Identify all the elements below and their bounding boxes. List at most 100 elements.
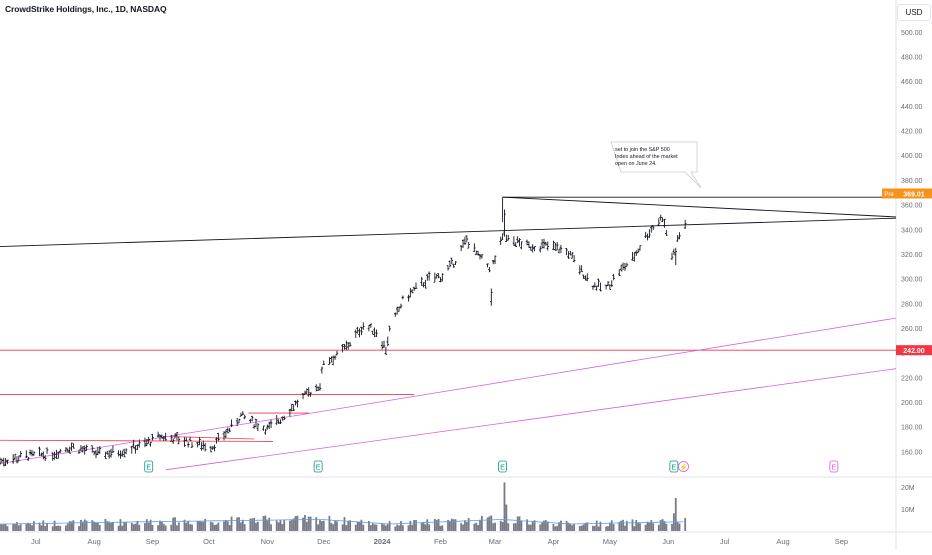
earnings-marker — [144, 460, 154, 473]
volume-bar — [400, 521, 402, 531]
volume-bar — [633, 526, 636, 531]
ohlc-bar — [124, 448, 128, 455]
ohlc-bar — [292, 404, 295, 411]
ohlc-bar — [414, 282, 418, 289]
ohlc-bar — [301, 393, 305, 400]
volume-bar — [302, 517, 304, 531]
volume-bar — [275, 520, 278, 531]
volume-bar — [262, 515, 265, 531]
price-badge-label: 369.01 — [903, 191, 925, 198]
ohlc-bar — [625, 262, 629, 267]
volume-bar — [473, 523, 476, 531]
volume-bar — [657, 524, 660, 531]
ohlc-bar — [580, 265, 583, 273]
volume-bar — [422, 521, 425, 531]
volume-bar — [130, 522, 133, 531]
volume-bar — [518, 516, 521, 531]
price-badge — [896, 188, 932, 199]
ohlc-bar — [147, 436, 151, 444]
ohlc-bar — [384, 346, 388, 355]
support-line-169 — [0, 439, 273, 442]
ohlc-bar — [0, 457, 2, 465]
volume-bar — [255, 522, 257, 531]
volume-bar — [121, 525, 124, 531]
volume-bar — [305, 521, 308, 531]
ohlc-bar — [275, 415, 279, 425]
ohlc-bar — [512, 236, 516, 246]
volume-bar — [119, 519, 122, 531]
ohlc-bar — [303, 390, 307, 395]
ohlc-bar — [606, 281, 610, 286]
ohlc-bar — [203, 442, 207, 452]
ohlc-bar — [328, 357, 331, 365]
ohlc-bar — [633, 252, 636, 262]
volume-bar — [0, 524, 1, 531]
volume-bar — [635, 520, 638, 531]
volume-bar — [236, 517, 239, 531]
volume-bar — [319, 520, 321, 531]
volume-bar — [317, 524, 320, 531]
ohlc-bar — [634, 250, 638, 256]
ohlc-bar — [209, 445, 213, 453]
volume-bar — [93, 521, 96, 531]
ohlc-bar — [198, 437, 201, 446]
volume-bar — [396, 524, 399, 531]
ohlc-bar — [674, 247, 678, 266]
volume-bar — [211, 522, 214, 531]
ohlc-bar — [149, 441, 152, 447]
ohlc-bar — [683, 219, 687, 230]
x-tick-label: Aug — [87, 537, 100, 546]
volume-bar — [514, 523, 517, 531]
ohlc-bar — [420, 277, 423, 286]
ohlc-bar — [281, 416, 284, 421]
volume-bar — [334, 521, 336, 531]
ohlc-bar — [356, 326, 359, 334]
y-tick-label: 380.00 — [901, 178, 923, 185]
volume-bar — [462, 524, 464, 531]
volume-bar — [501, 522, 504, 531]
volume-bar — [386, 524, 389, 531]
ohlc-bar — [213, 444, 216, 452]
currency-selector[interactable]: USD — [897, 4, 931, 21]
volume-bar — [185, 522, 188, 531]
volume-bar — [14, 524, 16, 531]
volume-bar — [136, 520, 139, 531]
ohlc-bar — [43, 455, 47, 462]
volume-bar — [51, 526, 54, 531]
volume-bar — [505, 504, 508, 531]
y-tick-label: 160.00 — [901, 449, 923, 456]
volume-bar — [183, 519, 186, 531]
volume-bar — [356, 521, 359, 531]
ohlc-bar — [314, 384, 318, 392]
ohlc-bar — [343, 344, 346, 350]
volume-bar — [172, 517, 175, 531]
ohlc-bar — [478, 254, 482, 260]
volume-bar — [383, 524, 385, 531]
volume-bar — [409, 520, 412, 531]
volume-bar — [117, 525, 120, 531]
volume-bar — [81, 521, 84, 531]
volume-bar — [507, 523, 510, 531]
volume-bar — [177, 522, 180, 531]
event-bolt-icon: ⚡ — [679, 463, 688, 472]
volume-bar — [345, 525, 348, 531]
volume-bar — [290, 519, 293, 531]
volume-bar — [309, 516, 312, 531]
ohlc-bar — [410, 289, 414, 294]
volume-bar — [608, 522, 611, 531]
volume-bar — [424, 524, 427, 531]
ohlc-bar — [486, 263, 489, 268]
ohlc-bar — [111, 445, 115, 453]
volume-bar — [95, 522, 97, 531]
volume-bar — [428, 524, 431, 531]
earnings-marker — [829, 460, 839, 473]
ohlc-bar — [121, 450, 124, 457]
volume-bar — [492, 523, 495, 531]
ohlc-bar — [158, 434, 162, 441]
volume-bar — [110, 522, 112, 531]
ohlc-bar — [499, 236, 503, 246]
y-tick-label: 340.00 — [901, 227, 923, 234]
ohlc-bar — [348, 341, 352, 347]
